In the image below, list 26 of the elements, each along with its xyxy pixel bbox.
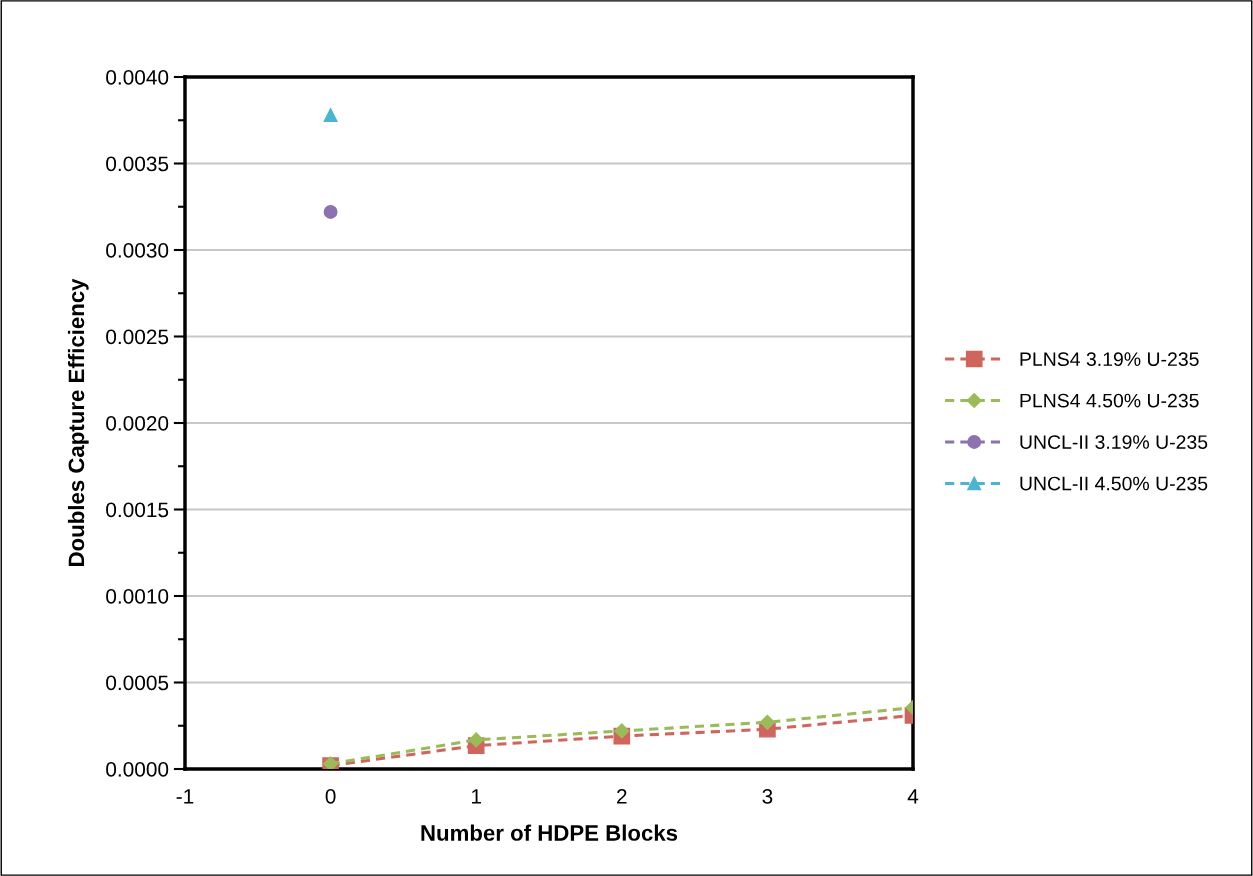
point [614,723,630,739]
x-tick-label: 0 [325,788,336,804]
y-tick-label: 0.0040 [106,70,169,85]
y-tick-label: 0.0010 [106,589,169,604]
y-axis-title: Doubles Capture Efficiency [67,278,89,566]
x-axis-title: Number of HDPE Blocks [421,824,678,841]
y-tick-label: 0.0000 [106,762,169,777]
x-tick-label: 2 [617,788,627,804]
point [323,204,338,219]
y-tick-label: 0.0035 [106,156,169,172]
legend-label: UNCL-II 4.50% U-235 [1020,476,1208,491]
point [759,714,775,730]
y-tick-label: 0.0030 [106,243,169,258]
x-tick-label: 1 [472,789,481,804]
legend-label: PLNS4 3.19% U-235 [1020,352,1199,367]
point [323,108,338,123]
point [468,732,484,748]
x-tick-label: -1 [176,789,194,804]
y-tick-label: 0.0005 [106,675,169,691]
x-tick-label: 4 [907,789,919,804]
y-tick-label: 0.0015 [106,502,169,518]
x-tick-label: 3 [762,788,773,804]
legend-label: PLNS4 4.50% U-235 [1020,393,1199,408]
y-tick-label: 0.0025 [106,329,169,345]
y-tick-label: 0.0020 [106,416,169,431]
legend-label: UNCL-II 3.19% U-235 [1020,435,1208,449]
